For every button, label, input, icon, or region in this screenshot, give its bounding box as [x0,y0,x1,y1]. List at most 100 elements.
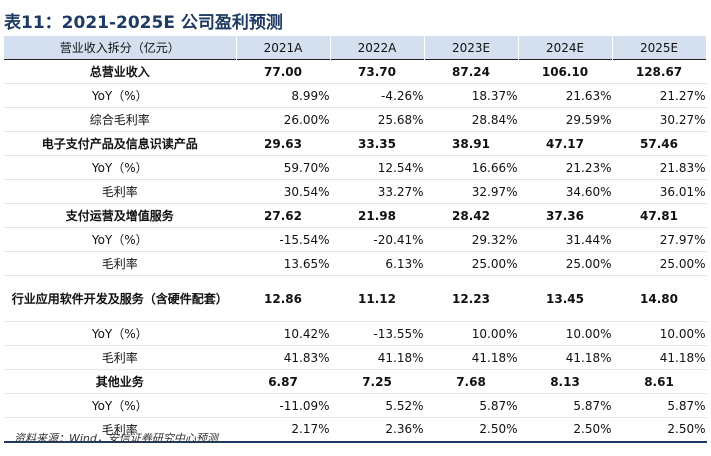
value-cell: -11.09% [236,393,331,418]
value-cell: 2.17% [236,417,331,443]
value-cell: 14.80 [612,275,707,322]
row-label: 毛利率 [4,345,237,370]
value-cell: 12.86 [236,275,331,322]
value-cell: 41.18% [518,345,613,370]
value-cell: 31.44% [518,227,613,252]
value-cell: 10.00% [424,321,519,346]
row-label: 其他业务 [4,369,237,394]
row-label: YoY（%） [4,155,237,180]
value-cell: 21.83% [612,155,707,180]
table-body: 总营业收入 77.00 73.70 87.24 106.10 128.67 YoY（%） 8.… [4,59,707,443]
value-cell: 29.63 [236,131,331,156]
row-label: 总营业收入 [4,59,237,84]
value-cell: 21.63% [518,83,613,108]
value-cell: 18.37% [424,83,519,108]
row-label: YoY（%） [4,393,237,418]
value-cell: 5.87% [518,393,613,418]
value-cell: 8.13 [518,369,613,394]
value-cell: 41.18% [330,345,425,370]
table-row: 其他业务 6.87 7.25 7.68 8.13 8.61 [4,369,707,394]
value-cell: 34.60% [518,179,613,204]
value-cell: 13.65% [236,251,331,276]
row-label: 综合毛利率 [4,107,237,132]
table-row: 毛利率 13.65% 6.13% 25.00% 25.00% 25.00% [4,251,707,276]
value-cell: 21.98 [330,203,425,228]
table-title: 表11：2021-2025E 公司盈利预测 [4,13,283,33]
row-label: YoY（%） [4,83,237,108]
value-cell: -4.26% [330,83,425,108]
value-cell: 8.99% [236,83,331,108]
header-label: 营业收入拆分（亿元） [4,36,237,60]
value-cell: 10.42% [236,321,331,346]
value-cell: 25.00% [424,251,519,276]
row-label: 电子支付产品及信息识读产品 [4,131,237,156]
value-cell: 32.97% [424,179,519,204]
value-cell: 12.54% [330,155,425,180]
row-label: 支付运营及增值服务 [4,203,237,228]
table-row: YoY（%） -15.54% -20.41% 29.32% 31.44% 27.97% [4,227,707,252]
value-cell: 47.17 [518,131,613,156]
table-row: 总营业收入 77.00 73.70 87.24 106.10 128.67 [4,59,707,84]
header-year: 2025E [612,36,707,60]
header-year: 2023E [424,36,519,60]
value-cell: 30.27% [612,107,707,132]
table-row: 行业应用软件开发及服务（含硬件配套） 12.86 11.12 12.23 13.45 14… [4,275,707,322]
table-row: 电子支付产品及信息识读产品 29.63 33.35 38.91 47.17 57.46 [4,131,707,156]
value-cell: 28.42 [424,203,519,228]
value-cell: 2.50% [518,417,613,443]
value-cell: 128.67 [612,59,707,84]
value-cell: 25.00% [518,251,613,276]
table-row: 毛利率 2.17% 2.36% 2.50% 2.50% 2.50% [4,417,707,443]
value-cell: 5.52% [330,393,425,418]
value-cell: 27.97% [612,227,707,252]
value-cell: 38.91 [424,131,519,156]
value-cell: 26.00% [236,107,331,132]
value-cell: 5.87% [612,393,707,418]
row-label: 毛利率 [4,251,237,276]
value-cell: -13.55% [330,321,425,346]
value-cell: 29.32% [424,227,519,252]
table-row: YoY（%） 10.42% -13.55% 10.00% 10.00% 10.00% [4,321,707,346]
source-note: 资料来源：Wind，安信证券研究中心预测 [14,432,218,445]
value-cell: 12.23 [424,275,519,322]
value-cell: 29.59% [518,107,613,132]
value-cell: 41.18% [612,345,707,370]
value-cell: 36.01% [612,179,707,204]
value-cell: 5.87% [424,393,519,418]
value-cell: 37.36 [518,203,613,228]
value-cell: 25.68% [330,107,425,132]
table-row: 毛利率 41.83% 41.18% 41.18% 41.18% 41.18% [4,345,707,370]
row-label: 毛利率 [4,179,237,204]
value-cell: 73.70 [330,59,425,84]
header-year: 2021A [236,36,331,60]
value-cell: -20.41% [330,227,425,252]
value-cell: 59.70% [236,155,331,180]
value-cell: 7.68 [424,369,519,394]
value-cell: 87.24 [424,59,519,84]
row-label: 行业应用软件开发及服务（含硬件配套） [4,275,237,322]
value-cell: 8.61 [612,369,707,394]
value-cell: 11.12 [330,275,425,322]
value-cell: 25.00% [612,251,707,276]
value-cell: 33.27% [330,179,425,204]
value-cell: 47.81 [612,203,707,228]
table-row: 毛利率 30.54% 33.27% 32.97% 34.60% 36.01% [4,179,707,204]
value-cell: 2.36% [330,417,425,443]
header-year: 2024E [518,36,613,60]
table-row: 支付运营及增值服务 27.62 21.98 28.42 37.36 47.81 [4,203,707,228]
value-cell: 2.50% [612,417,707,443]
value-cell: 106.10 [518,59,613,84]
table-row: 综合毛利率 26.00% 25.68% 28.84% 29.59% 30.27% [4,107,707,132]
value-cell: 16.66% [424,155,519,180]
header-year: 2022A [330,36,425,60]
value-cell: 28.84% [424,107,519,132]
value-cell: 41.18% [424,345,519,370]
value-cell: 7.25 [330,369,425,394]
table-row: YoY（%） 8.99% -4.26% 18.37% 21.63% 21.27% [4,83,707,108]
table-row: YoY（%） 59.70% 12.54% 16.66% 21.23% 21.83% [4,155,707,180]
value-cell: 30.54% [236,179,331,204]
value-cell: 57.46 [612,131,707,156]
value-cell: 77.00 [236,59,331,84]
value-cell: 6.87 [236,369,331,394]
value-cell: 33.35 [330,131,425,156]
